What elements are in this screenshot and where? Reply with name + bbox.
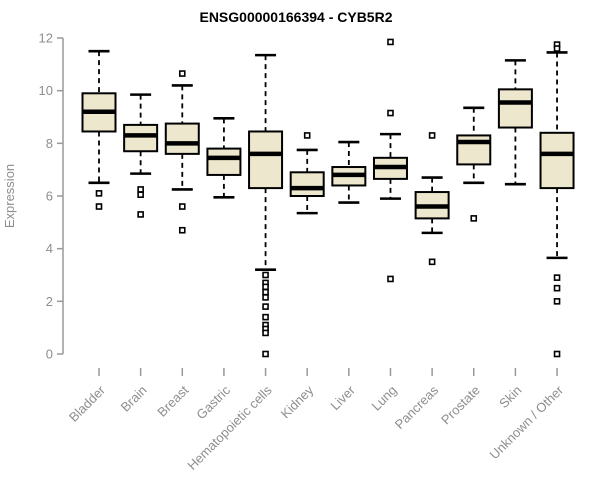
x-tick-label-bladder: Bladder bbox=[66, 382, 109, 425]
outlier-hematopoietic-cells-6 bbox=[262, 313, 269, 321]
box-group-gastric bbox=[206, 117, 242, 199]
outlier-unknown-other-1 bbox=[553, 45, 561, 52]
x-tick-label-prostate: Prostate bbox=[438, 383, 483, 428]
box-group-prostate bbox=[456, 106, 492, 222]
y-tick-label-8: 8 bbox=[46, 136, 53, 151]
outlier-pancreas-0 bbox=[428, 132, 436, 139]
box-group-pancreas bbox=[414, 132, 450, 266]
outlier-bladder-1 bbox=[95, 203, 103, 210]
outlier-breast-0 bbox=[178, 70, 186, 77]
outlier-hematopoietic-cells-9 bbox=[262, 329, 269, 337]
outlier-breast-2 bbox=[178, 226, 186, 234]
box-group-skin bbox=[497, 59, 533, 186]
outlier-brain-1 bbox=[137, 191, 144, 198]
y-tick-label-6: 6 bbox=[46, 189, 53, 204]
y-axis-title: Expression bbox=[2, 164, 17, 228]
outlier-lung-2 bbox=[387, 275, 394, 283]
box-group-brain bbox=[123, 93, 159, 218]
outlier-unknown-other-2 bbox=[553, 274, 561, 281]
box-gastric bbox=[206, 147, 242, 176]
outlier-prostate-0 bbox=[470, 215, 478, 222]
x-tick-label-brain: Brain bbox=[118, 383, 150, 415]
outlier-unknown-other-3 bbox=[553, 284, 561, 292]
outlier-bladder-0 bbox=[95, 190, 103, 197]
outlier-pancreas-1 bbox=[428, 258, 436, 266]
outlier-hematopoietic-cells-5 bbox=[262, 303, 269, 310]
x-tick-label-breast: Breast bbox=[154, 382, 191, 419]
box-unknown-other bbox=[539, 131, 575, 190]
outlier-breast-1 bbox=[178, 203, 186, 210]
box-group-breast bbox=[164, 70, 200, 234]
x-tick-label-skin: Skin bbox=[496, 383, 524, 411]
outlier-hematopoietic-cells-10 bbox=[262, 350, 269, 358]
box-group-lung bbox=[372, 38, 408, 283]
x-tick-label-pancreas: Pancreas bbox=[392, 382, 442, 432]
outlier-unknown-other-5 bbox=[553, 350, 561, 358]
box-group-kidney bbox=[289, 132, 325, 215]
x-tick-label-gastric: Gastric bbox=[193, 382, 233, 422]
x-tick-label-liver: Liver bbox=[327, 382, 358, 413]
outlier-brain-2 bbox=[137, 211, 144, 218]
chart-title: ENSG00000166394 - CYB5R2 bbox=[199, 9, 392, 25]
outlier-hematopoietic-cells-2 bbox=[262, 283, 269, 291]
box-group-hematopoietic-cells bbox=[248, 53, 284, 358]
box-group-liver bbox=[331, 140, 367, 204]
box-group-bladder bbox=[81, 49, 117, 210]
outlier-hematopoietic-cells-3 bbox=[262, 288, 269, 296]
y-tick-label-0: 0 bbox=[46, 347, 53, 362]
outlier-lung-0 bbox=[387, 38, 394, 46]
box-hematopoietic-cells bbox=[248, 130, 284, 190]
outlier-unknown-other-4 bbox=[553, 298, 561, 305]
outlier-kidney-0 bbox=[303, 132, 311, 139]
x-tick-label-kidney: Kidney bbox=[278, 382, 317, 421]
x-tick-label-lung: Lung bbox=[369, 383, 400, 414]
y-tick-label-10: 10 bbox=[39, 83, 53, 98]
outlier-brain-0 bbox=[137, 186, 144, 193]
y-tick-label-2: 2 bbox=[46, 294, 53, 309]
box-skin bbox=[497, 88, 533, 129]
box-brain bbox=[123, 123, 159, 153]
y-tick-label-12: 12 bbox=[39, 31, 53, 46]
x-tick-label-unknown-other: Unknown / Other bbox=[487, 382, 567, 462]
box-group-unknown-other bbox=[539, 41, 575, 358]
outlier-hematopoietic-cells-4 bbox=[262, 294, 269, 301]
outlier-hematopoietic-cells-0 bbox=[262, 271, 269, 279]
outlier-lung-1 bbox=[387, 109, 394, 117]
box-breast bbox=[164, 122, 200, 155]
y-tick-label-4: 4 bbox=[46, 241, 53, 256]
box-kidney bbox=[289, 171, 325, 198]
